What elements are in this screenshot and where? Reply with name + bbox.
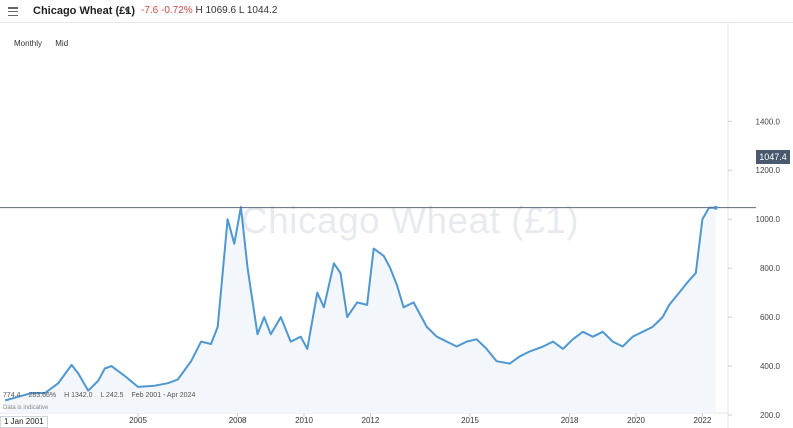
y-tick-label: 200.0 — [760, 411, 781, 420]
y-tick-label: 800.0 — [760, 264, 781, 273]
y-tick-label: 400.0 — [760, 362, 781, 371]
stats-range: Feb 2001 - Apr 2024 — [131, 392, 196, 399]
session-low: L 1044.2 — [238, 5, 278, 16]
x-tick-label: 2018 — [561, 416, 579, 425]
price-area — [5, 207, 716, 413]
y-tick-label: 1400.0 — [756, 117, 781, 126]
stats-change: 774.4 — [3, 392, 21, 399]
price-chart[interactable]: 200.0 400.0 600.0 800.0 1000.0 1200.0 1400.0 2… — [0, 22, 793, 428]
y-tick-label: 1000.0 — [756, 215, 781, 224]
disclaimer-note: Data is indicative — [3, 405, 49, 411]
session-high: H 1069.6 — [195, 5, 237, 16]
last-point-marker — [713, 205, 718, 210]
x-tick-label: 2012 — [362, 416, 380, 425]
last-price-badge: 1047.4 — [756, 150, 790, 164]
x-tick-label: 2022 — [694, 416, 712, 425]
chart-header: Chicago Wheat (£1) ▼ -7.6 -0.72% H 1069.… — [0, 0, 793, 23]
stats-change-pct: 283.66% — [28, 392, 57, 399]
instrument-title[interactable]: Chicago Wheat (£1) — [33, 5, 136, 17]
chevron-down-icon[interactable]: ▼ — [123, 6, 131, 15]
y-tick-label: 600.0 — [760, 313, 781, 322]
period-stats: 774.4 283.66% H 1342.0 L 242.5 Feb 2001 … — [3, 392, 201, 399]
y-tick-label: 1200.0 — [756, 166, 781, 175]
stats-high: H 1342.0 — [64, 392, 93, 399]
stats-low: L 242.5 — [100, 392, 124, 399]
x-tick-label: 2020 — [627, 416, 645, 425]
price-change: -7.6 — [141, 5, 159, 16]
x-tick-label: 2008 — [229, 416, 247, 425]
price-type-toggle[interactable]: Mid — [55, 39, 69, 48]
start-date-label[interactable]: 1 Jan 2001 — [0, 416, 48, 428]
quote-summary: -7.6 -0.72% H 1069.6 L 1044.2 — [141, 5, 277, 16]
x-tick-label: 2010 — [295, 416, 313, 425]
price-line — [4, 206, 716, 402]
interval-toggle[interactable]: Monthly — [14, 39, 43, 48]
x-tick-label: 2015 — [461, 416, 479, 425]
hamburger-menu-icon[interactable] — [8, 7, 18, 17]
price-change-pct: -0.72% — [161, 5, 193, 16]
chart-toggles: Monthly Mid — [14, 39, 79, 48]
x-tick-label: 2005 — [129, 416, 147, 425]
